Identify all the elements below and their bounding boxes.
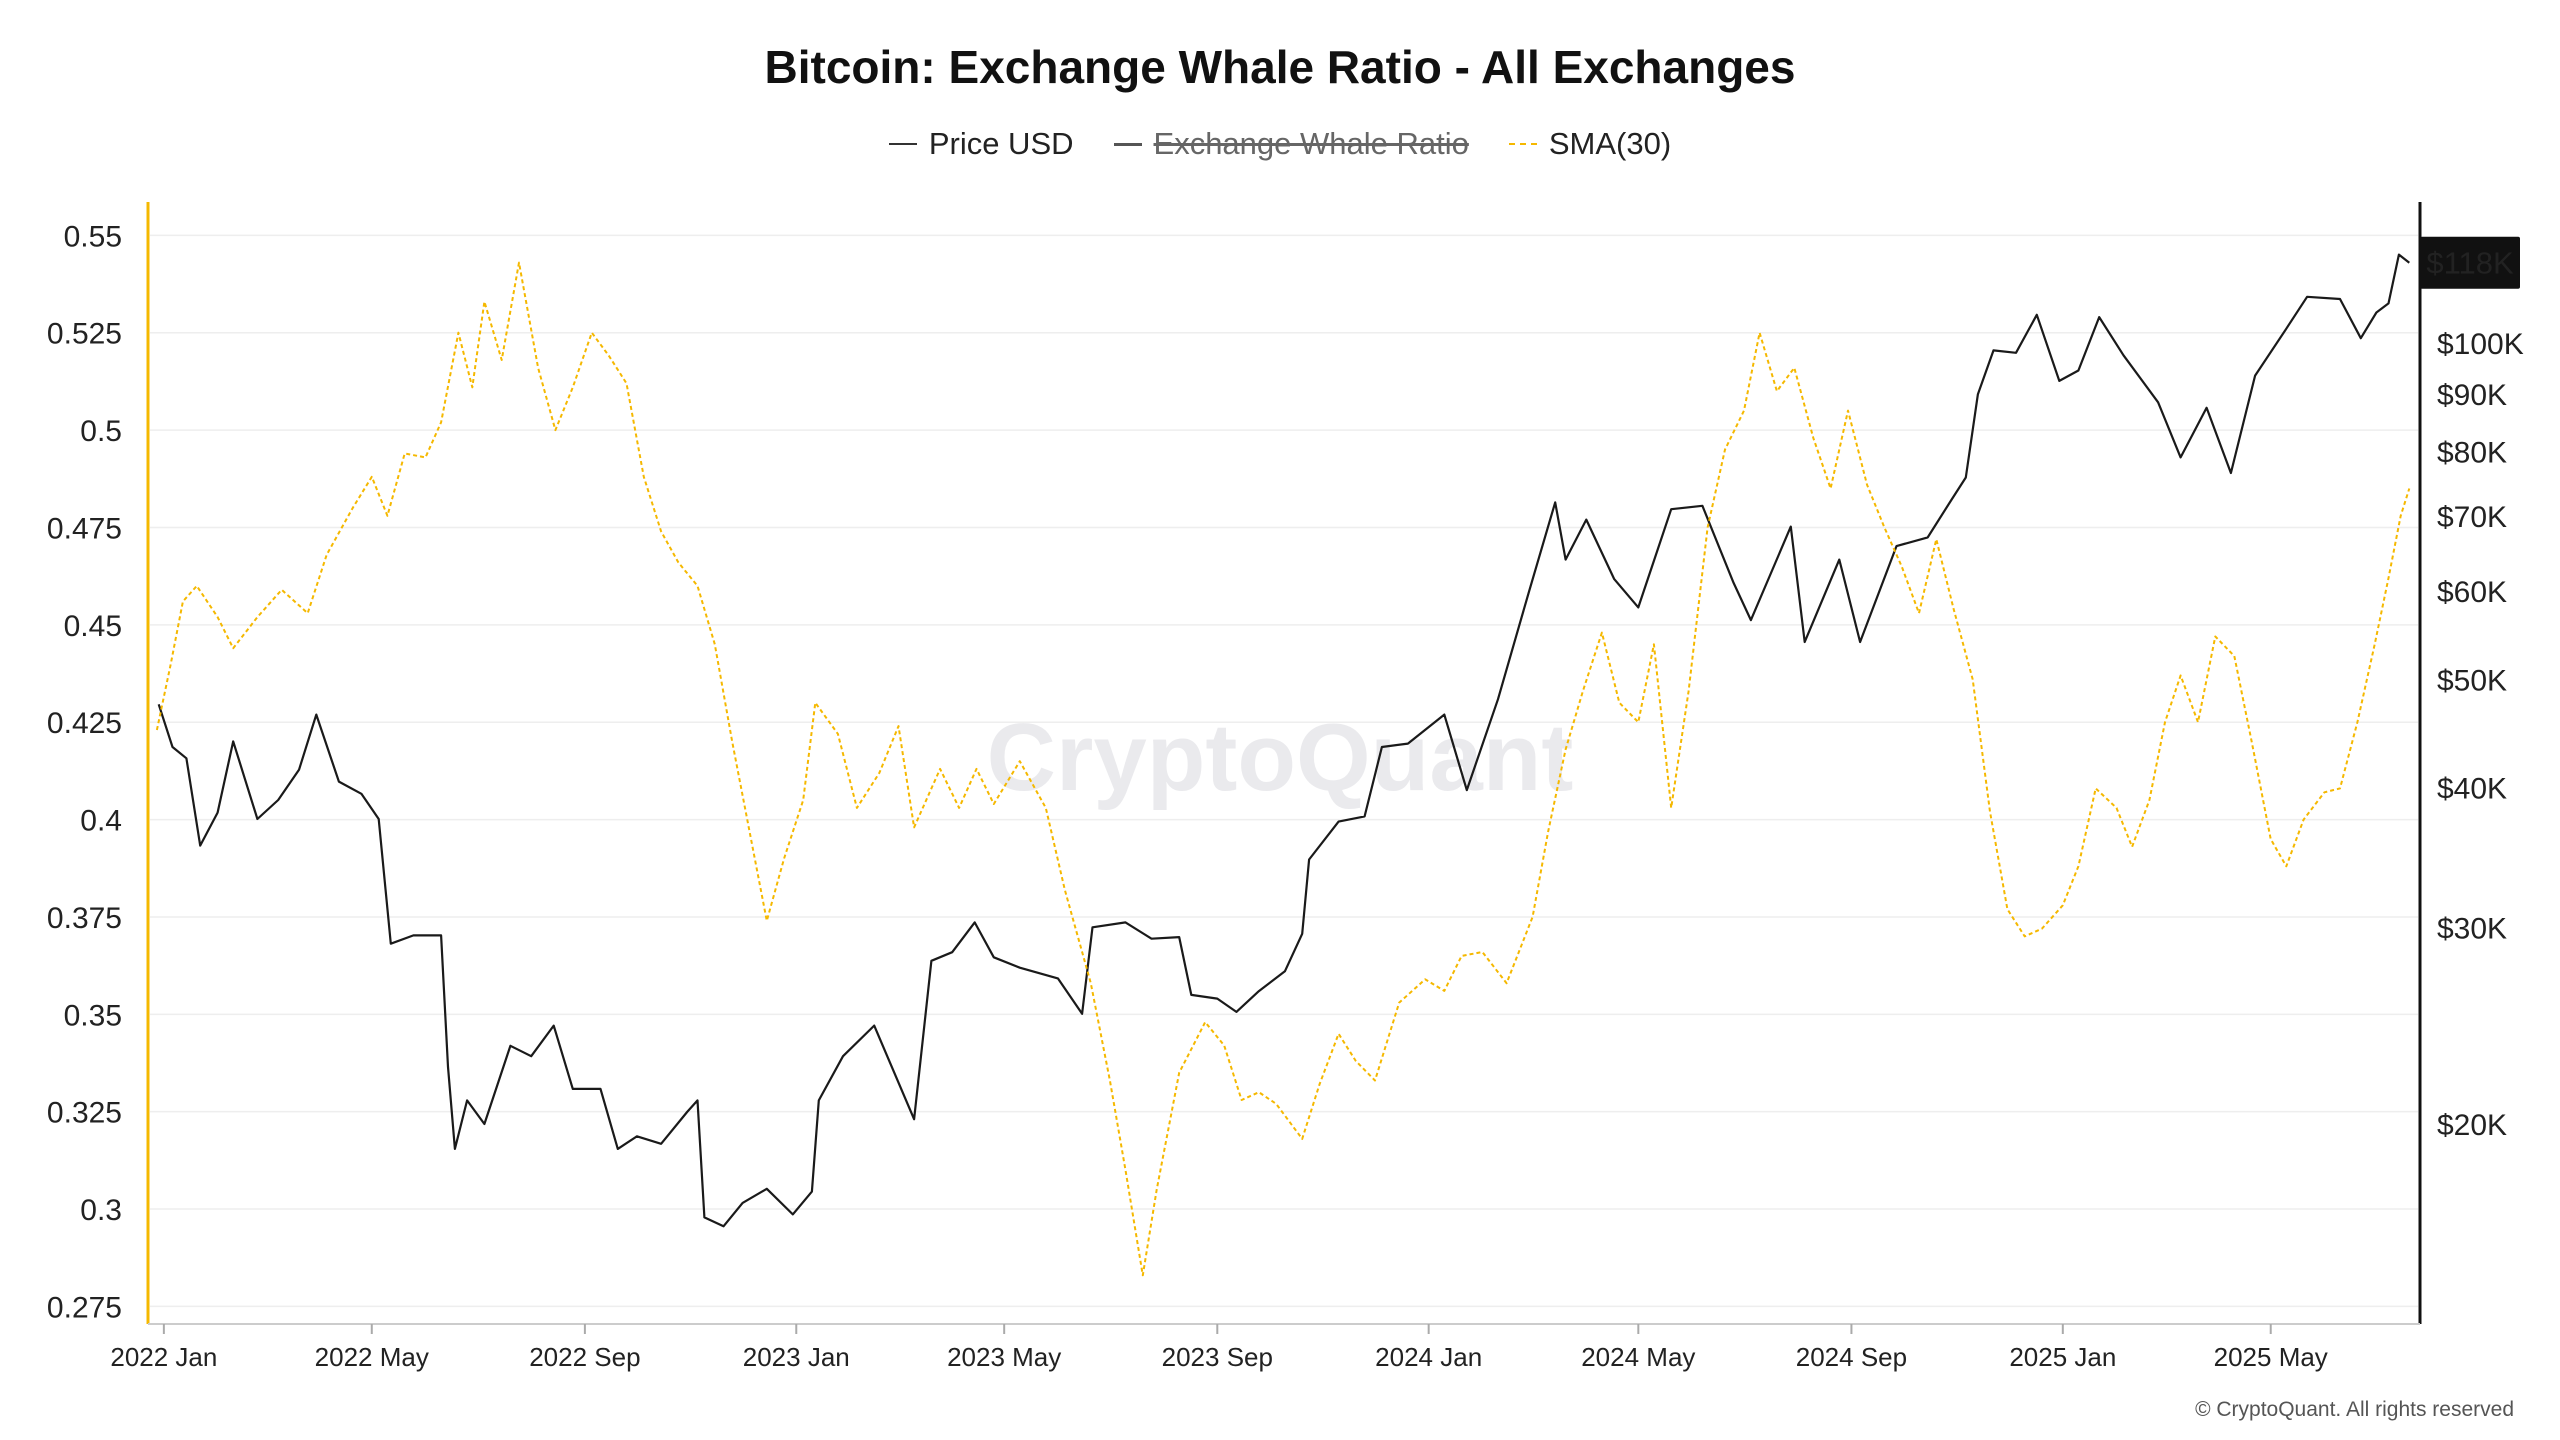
right-axis-tick-label: $100K xyxy=(2437,328,2524,361)
right-axis-tick-label: $50K xyxy=(2437,664,2507,697)
x-axis-tick-label: 2022 Sep xyxy=(529,1342,640,1372)
legend: Price USD Exchange Whale Ratio SMA(30) xyxy=(0,126,2560,162)
right-axis-tick-label: $80K xyxy=(2437,436,2507,469)
right-axis-tick-label: $90K xyxy=(2437,379,2507,412)
sma-series-line xyxy=(155,261,2411,1277)
x-axis-tick-label: 2024 Jan xyxy=(1375,1342,1482,1372)
right-axis-tick-label: $20K xyxy=(2437,1109,2507,1142)
x-axis-tick-label: 2025 Jan xyxy=(2009,1342,2116,1372)
left-axis-tick-label: 0.4 xyxy=(80,805,122,838)
price-line-swatch-icon xyxy=(888,143,917,145)
legend-ratio-label: Exchange Whale Ratio xyxy=(1153,126,1469,161)
right-axis-tick-label: $60K xyxy=(2437,576,2507,609)
left-axis-tick-label: 0.3 xyxy=(80,1194,122,1227)
legend-item-sma[interactable]: SMA(30) xyxy=(1508,126,1672,162)
current-price-label: $118K xyxy=(2426,246,2514,281)
x-axis-tick-label: 2023 Jan xyxy=(743,1342,850,1372)
left-axis-tick-label: 0.325 xyxy=(47,1097,122,1130)
legend-price-label: Price USD xyxy=(928,126,1074,161)
current-price-badge xyxy=(2420,236,2520,289)
price-series-line xyxy=(157,253,2410,1228)
legend-item-price[interactable]: Price USD xyxy=(888,126,1074,162)
right-axis-tick-label: $40K xyxy=(2437,773,2507,806)
axis-layer: 0.55 0.525 0.5 0.475 0.45 0.425 0.4 0.375 0.35 0.… xyxy=(47,202,2524,1372)
series-layer xyxy=(155,253,2411,1277)
legend-sma-label: SMA(30) xyxy=(1548,126,1672,161)
left-axis-tick-label: 0.525 xyxy=(47,318,122,351)
x-axis-tick-label: 2022 Jan xyxy=(110,1342,217,1372)
left-axis-tick-label: 0.5 xyxy=(80,415,122,448)
x-axis-tick-label: 2022 May xyxy=(315,1342,429,1372)
right-axis-tick-label: $30K xyxy=(2437,912,2507,945)
left-axis-tick-label: 0.45 xyxy=(64,610,122,643)
left-axis-tick-label: 0.275 xyxy=(47,1291,122,1324)
left-axis-tick-label: 0.425 xyxy=(47,707,122,740)
ratio-line-swatch-icon xyxy=(1113,142,1142,146)
left-axis-tick-label: 0.375 xyxy=(47,902,122,935)
legend-item-ratio[interactable]: Exchange Whale Ratio xyxy=(1113,126,1469,162)
left-axis-tick-label: 0.475 xyxy=(47,512,122,545)
x-axis-tick-label: 2025 May xyxy=(2214,1342,2328,1372)
x-axis-tick-label: 2024 Sep xyxy=(1796,1342,1907,1372)
left-axis-tick-label: 0.35 xyxy=(64,999,122,1032)
copyright-notice: © CryptoQuant. All rights reserved xyxy=(2195,1398,2514,1421)
watermark-text: CryptoQuant xyxy=(987,704,1574,811)
chart-title: Bitcoin: Exchange Whale Ratio - All Exch… xyxy=(764,41,1796,93)
x-axis-tick-label: 2023 May xyxy=(947,1342,1061,1372)
right-axis-tick-label: $70K xyxy=(2437,501,2507,534)
sma-line-swatch-icon xyxy=(1508,143,1537,145)
left-axis-tick-label: 0.55 xyxy=(64,220,122,253)
grid-layer xyxy=(150,234,2418,1308)
x-axis-tick-label: 2024 May xyxy=(1581,1342,1695,1372)
x-axis-tick-label: 2023 Sep xyxy=(1162,1342,1273,1372)
